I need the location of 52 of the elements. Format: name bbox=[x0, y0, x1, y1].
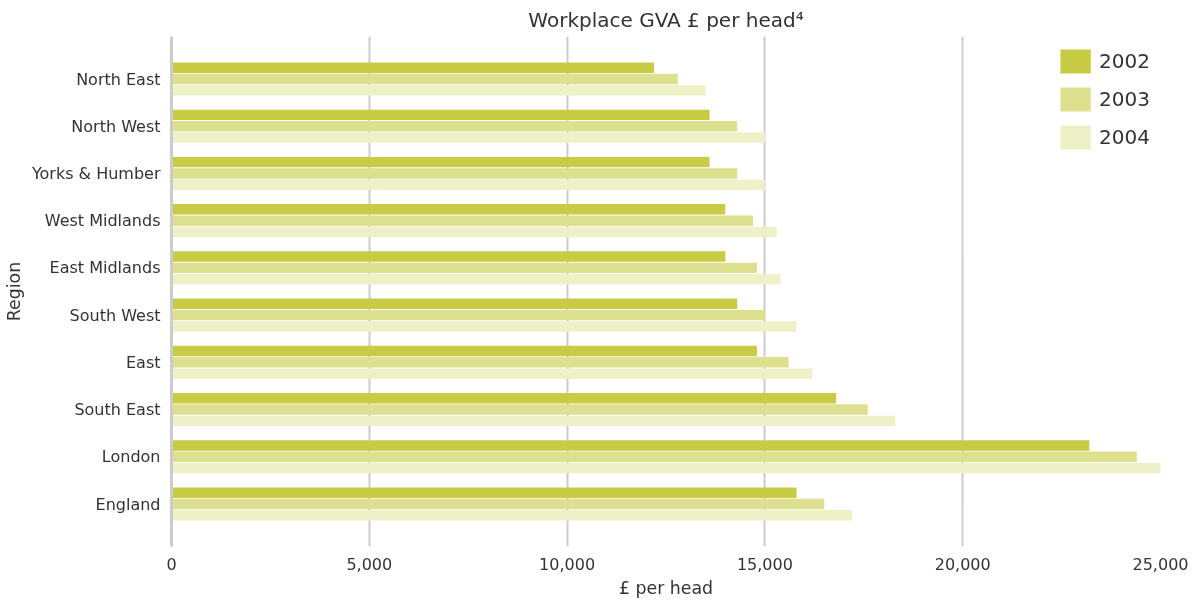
bar bbox=[171, 462, 1161, 474]
bar bbox=[171, 274, 781, 285]
legend-label: 2004 bbox=[1099, 125, 1150, 149]
x-tick-label: 15,000 bbox=[736, 554, 793, 574]
y-tick-label: Yorks & Humber bbox=[30, 163, 161, 183]
bar bbox=[171, 415, 896, 427]
bar bbox=[171, 498, 825, 510]
y-tick-label: South East bbox=[74, 400, 161, 420]
y-tick-label: West Midlands bbox=[44, 211, 161, 231]
bar bbox=[171, 251, 726, 262]
y-axis-title: Region bbox=[3, 261, 24, 322]
legend-label: 2002 bbox=[1099, 49, 1150, 73]
bar bbox=[171, 262, 757, 274]
x-tick-label: 0 bbox=[166, 554, 177, 574]
bar bbox=[171, 487, 797, 498]
chart-title: Workplace GVA £ per head⁴ bbox=[528, 7, 804, 32]
bar bbox=[171, 215, 754, 226]
bar bbox=[171, 85, 706, 96]
x-tick-label: 5,000 bbox=[346, 554, 393, 574]
bar bbox=[171, 393, 837, 404]
y-tick-label: North East bbox=[76, 69, 161, 89]
y-tick-label: South West bbox=[69, 305, 161, 325]
x-axis-title: £ per head bbox=[618, 577, 714, 598]
bar bbox=[171, 168, 738, 179]
bar bbox=[171, 73, 678, 85]
legend-label: 2003 bbox=[1099, 87, 1150, 111]
bar bbox=[171, 345, 757, 357]
bar bbox=[171, 321, 797, 332]
x-tick-label: 20,000 bbox=[934, 554, 991, 574]
bar bbox=[171, 156, 710, 168]
bar bbox=[171, 309, 765, 321]
bar bbox=[171, 298, 738, 309]
bar bbox=[171, 121, 738, 132]
y-tick-label: East bbox=[125, 352, 161, 372]
bar bbox=[171, 357, 789, 368]
bar bbox=[171, 368, 813, 379]
bar bbox=[171, 440, 1090, 451]
bar bbox=[171, 204, 726, 215]
bar bbox=[171, 109, 710, 121]
bar bbox=[171, 226, 777, 238]
x-tick-label: 25,000 bbox=[1132, 554, 1189, 574]
y-tick-label: England bbox=[95, 494, 161, 514]
y-tick-label: London bbox=[101, 447, 161, 467]
x-tick-label: 10,000 bbox=[539, 554, 596, 574]
bar bbox=[171, 451, 1137, 462]
bar bbox=[171, 510, 852, 521]
y-tick-label: East Midlands bbox=[49, 258, 161, 278]
bar bbox=[171, 404, 868, 415]
bar bbox=[171, 62, 655, 73]
bar bbox=[171, 179, 765, 190]
y-tick-label: North West bbox=[71, 116, 161, 136]
bar bbox=[171, 132, 765, 143]
